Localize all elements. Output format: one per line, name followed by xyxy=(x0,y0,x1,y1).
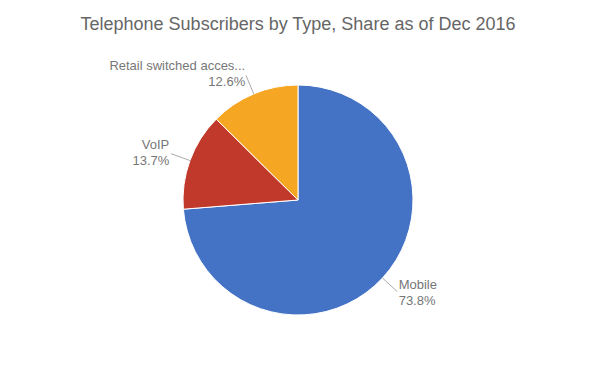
svg-text:Mobile73.8%: Mobile73.8% xyxy=(399,277,437,308)
html-text:Telephone Subscribers by Type,: Telephone Subscribers by Type, Share as … xyxy=(80,14,516,34)
svg-text:VoIP13.7%: VoIP13.7% xyxy=(132,137,169,168)
svg-text:Retail switched acces...12.6%: Retail switched acces...12.6% xyxy=(109,58,245,89)
